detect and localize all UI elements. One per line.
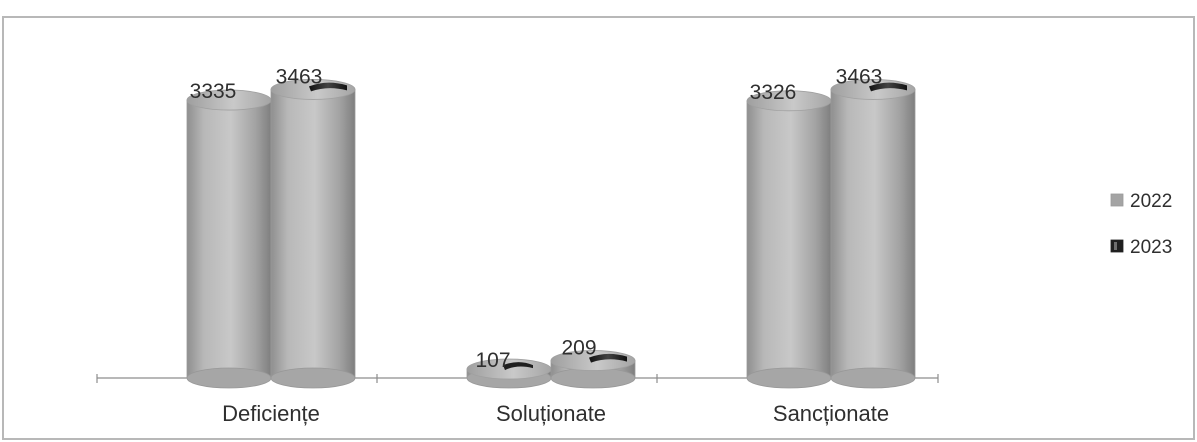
value-label-0-0: 3335	[190, 80, 237, 103]
bar-1-0	[466, 358, 552, 389]
value-labels: 3335 3463 107 209 3326 3463	[190, 65, 883, 372]
value-label-0-1: 3463	[276, 65, 323, 88]
legend-marker-accent-1	[1114, 242, 1117, 250]
bar-body-2-0	[746, 100, 832, 379]
bar-highlight-1-0	[503, 362, 533, 371]
bar-base-1-1	[550, 367, 636, 389]
bar-body-0-0	[186, 99, 272, 379]
cylinder-bars	[186, 79, 916, 389]
legend-label-1: 2023	[1130, 237, 1172, 258]
bar-highlight-0-1	[309, 82, 347, 92]
value-label-2-0: 3326	[750, 81, 797, 104]
x-axis-ticks	[96, 374, 939, 383]
value-label-1-1: 209	[561, 337, 596, 360]
bar-base-0-1	[270, 367, 356, 389]
value-label-1-0: 107	[475, 349, 510, 372]
bar-body-0-1	[270, 89, 356, 379]
legend-label-0: 2022	[1130, 191, 1172, 212]
category-label-1: Soluționate	[496, 401, 606, 426]
bar-base-0-0	[186, 367, 272, 389]
category-label-0: Deficiențe	[222, 401, 320, 426]
bar-base-2-0	[746, 367, 832, 389]
bar-0-0	[186, 89, 272, 389]
bar-base-2-1	[830, 367, 916, 389]
bar-2-0	[746, 90, 832, 389]
bar-1-1	[550, 350, 636, 389]
category-label-2: Sancționate	[773, 401, 889, 426]
bar-0-1	[270, 79, 356, 389]
bar-body-2-1	[830, 89, 916, 379]
bar-highlight-2-1	[869, 82, 907, 92]
legend: 2022 2023	[1110, 191, 1172, 258]
value-label-2-1: 3463	[836, 65, 883, 88]
bar-highlight-1-1	[589, 353, 627, 363]
category-labels: Deficiențe Soluționate Sancționate	[222, 401, 889, 426]
legend-marker-0	[1110, 193, 1124, 207]
bar-2-1	[830, 79, 916, 389]
